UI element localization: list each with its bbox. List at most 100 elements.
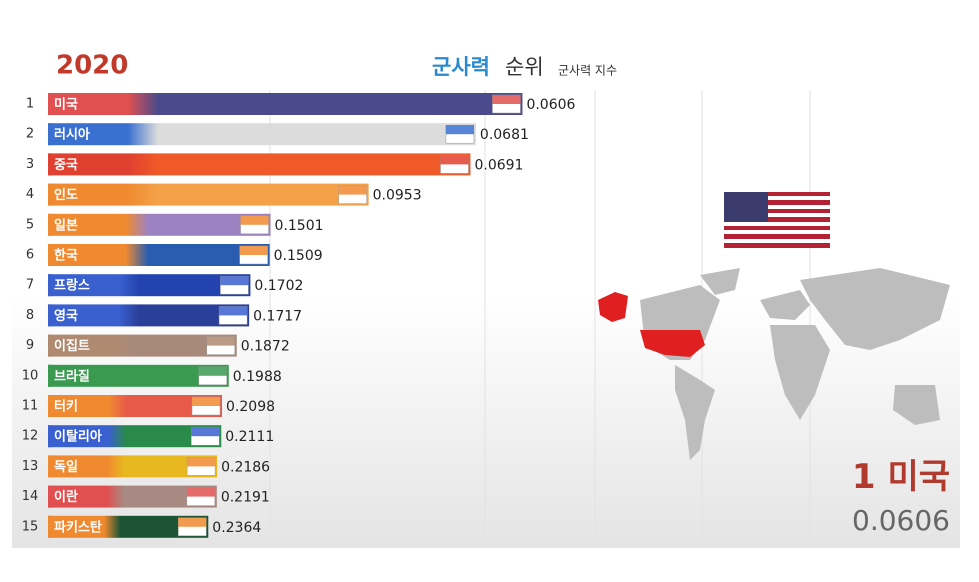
rank: 13	[22, 459, 39, 474]
map-alaska	[598, 292, 628, 322]
flag-accent	[198, 366, 227, 376]
category-label: 인도	[54, 187, 78, 203]
bar	[48, 123, 476, 146]
value-label: 0.2364	[212, 520, 261, 536]
label-box	[48, 395, 52, 417]
flag-accent	[492, 95, 521, 104]
value-label: 0.1509	[274, 248, 323, 264]
rank: 8	[26, 308, 34, 323]
label-box	[48, 93, 52, 115]
value-label: 0.0681	[480, 127, 529, 143]
label-box	[48, 364, 52, 387]
bar	[48, 455, 218, 478]
label-box	[48, 123, 52, 146]
rank: 4	[26, 187, 34, 202]
flag-accent	[219, 306, 248, 316]
map-usa	[640, 330, 705, 357]
label-box	[48, 485, 52, 508]
leader-rank: 1	[852, 457, 876, 497]
label-box	[48, 425, 52, 448]
leader-value: 0.0606	[852, 504, 950, 537]
value-label: 0.1717	[253, 308, 302, 324]
flag-accent	[206, 336, 235, 346]
label-box	[48, 153, 52, 176]
flag-accent	[338, 185, 367, 195]
label-box	[48, 183, 52, 206]
label-box	[48, 334, 52, 357]
label-box	[48, 455, 52, 478]
flag-large	[724, 192, 830, 248]
flag-accent	[178, 517, 207, 527]
bar	[48, 304, 250, 327]
bar	[48, 183, 369, 206]
rank: 9	[26, 338, 34, 353]
flag-accent	[220, 276, 249, 286]
label-box	[48, 244, 52, 266]
title-highlight: 군사력	[432, 55, 490, 79]
category-label: 중국	[54, 158, 78, 173]
value-label: 0.2111	[225, 429, 274, 445]
flag-accent	[440, 155, 469, 165]
category-label: 프랑스	[54, 279, 90, 294]
category-label: 브라질	[54, 368, 90, 384]
label-box	[48, 274, 52, 297]
title: 순위	[505, 55, 544, 79]
rank: 1	[26, 97, 34, 112]
rank: 5	[26, 217, 34, 232]
bar	[48, 515, 209, 538]
flag-accent	[239, 246, 268, 255]
label-box	[48, 304, 52, 327]
rank: 15	[22, 519, 39, 534]
value-label: 0.0691	[474, 157, 523, 173]
category-label: 터키	[54, 399, 78, 415]
year: 2020	[56, 51, 128, 81]
rank: 2	[26, 127, 34, 142]
value-label: 0.2098	[226, 399, 275, 415]
bar	[48, 213, 271, 236]
leader-country: 미국	[887, 457, 950, 497]
flag-accent	[187, 457, 216, 467]
subtitle: 군사력 지수	[558, 64, 617, 78]
rank: 12	[22, 429, 39, 444]
category-label: 러시아	[54, 127, 90, 143]
flag-accent	[186, 487, 215, 497]
bar	[48, 274, 251, 297]
category-label: 이탈리아	[54, 429, 102, 445]
rank: 11	[22, 399, 39, 414]
value-label: 0.0953	[373, 188, 422, 204]
bar	[48, 93, 523, 115]
category-label: 이집트	[54, 338, 90, 354]
flag-accent	[191, 427, 220, 437]
leader-name: 1 미국	[852, 457, 950, 497]
bar	[48, 334, 237, 357]
value-label: 0.1702	[254, 278, 303, 294]
label-box	[48, 515, 52, 538]
rank: 7	[26, 278, 34, 293]
category-label: 한국	[54, 248, 78, 264]
category-label: 일본	[54, 218, 78, 233]
category-label: 독일	[54, 460, 78, 475]
flag-accent	[192, 397, 221, 406]
value-label: 0.1988	[233, 369, 282, 385]
bar	[48, 485, 217, 508]
flag-accent	[240, 215, 269, 225]
value-label: 0.2191	[221, 490, 270, 506]
label-box	[48, 213, 52, 236]
value-label: 0.2186	[221, 459, 270, 475]
bar	[48, 364, 229, 387]
rank: 10	[22, 368, 39, 383]
value-label: 0.1872	[241, 339, 290, 355]
category-label: 영국	[54, 309, 78, 324]
bar	[48, 395, 223, 417]
bar	[48, 425, 222, 448]
category-label: 이란	[54, 489, 78, 505]
value-label: 0.1501	[275, 218, 324, 234]
flag-accent	[445, 125, 474, 135]
value-label: 0.0606	[526, 97, 575, 113]
category-label: 미국	[54, 97, 78, 113]
rank: 6	[26, 248, 34, 263]
rank: 3	[26, 157, 34, 172]
bar	[48, 153, 471, 176]
